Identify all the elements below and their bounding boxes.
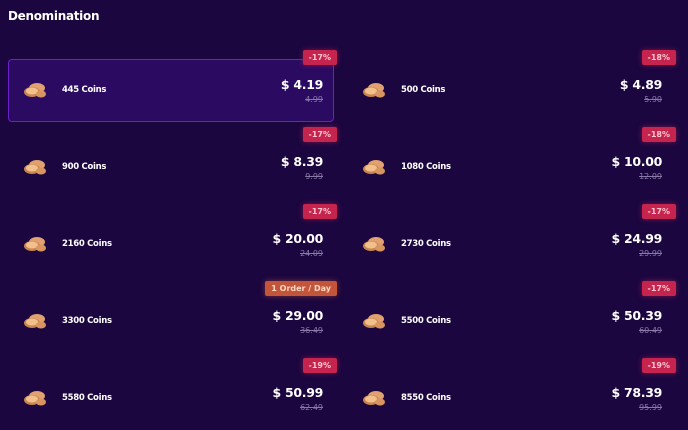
denomination-option[interactable]: 500 Coins $ 4.89 5.90 -18%: [347, 50, 676, 122]
option-name: 500 Coins: [401, 85, 446, 95]
discount-badge: -17%: [302, 50, 337, 65]
original-price: 5.90: [644, 95, 662, 104]
option-name: 1080 Coins: [401, 162, 451, 172]
option-price: $ 24.99: [611, 231, 663, 246]
original-price: 9.99: [305, 172, 323, 181]
original-price: 95.99: [639, 403, 662, 412]
discount-badge: -19%: [302, 358, 337, 373]
coins-icon: [24, 391, 46, 406]
discount-badge: -19%: [641, 358, 676, 373]
original-price: 29.99: [639, 249, 662, 258]
option-name: 3300 Coins: [62, 316, 112, 326]
option-name: 900 Coins: [62, 162, 107, 172]
coins-icon: [363, 160, 385, 175]
option-price: $ 50.99: [272, 385, 324, 400]
coins-icon: [363, 391, 385, 406]
original-price: 24.09: [300, 249, 323, 258]
coins-icon: [24, 237, 46, 252]
denomination-option[interactable]: 3300 Coins $ 29.00 36.49 1 Order / Day: [8, 281, 337, 353]
discount-badge: -18%: [641, 50, 676, 65]
original-price: 62.49: [300, 403, 323, 412]
coins-icon: [363, 83, 385, 98]
discount-badge: -17%: [641, 204, 676, 219]
option-name: 8550 Coins: [401, 393, 451, 403]
original-price: 36.49: [300, 326, 323, 335]
option-price: $ 20.00: [272, 231, 324, 246]
coins-icon: [363, 237, 385, 252]
coins-icon: [24, 160, 46, 175]
coins-icon: [24, 83, 46, 98]
section-title: Denomination: [8, 9, 100, 23]
option-price: $ 8.39: [280, 154, 323, 169]
denomination-option[interactable]: 8550 Coins $ 78.39 95.99 -19%: [347, 358, 676, 430]
denomination-option[interactable]: 900 Coins $ 8.39 9.99 -17%: [8, 127, 337, 199]
option-name: 5580 Coins: [62, 393, 112, 403]
option-name: 2160 Coins: [62, 239, 112, 249]
discount-badge: -17%: [302, 127, 337, 142]
discount-badge: -17%: [302, 204, 337, 219]
option-price: $ 10.00: [611, 154, 663, 169]
option-price: $ 50.39: [611, 308, 663, 323]
denomination-option[interactable]: 5580 Coins $ 50.99 62.49 -19%: [8, 358, 337, 430]
coins-icon: [363, 314, 385, 329]
option-price: $ 78.39: [611, 385, 663, 400]
option-name: 445 Coins: [62, 85, 107, 95]
option-price: $ 29.00: [272, 308, 324, 323]
option-name: 2730 Coins: [401, 239, 451, 249]
denomination-option[interactable]: 1080 Coins $ 10.00 12.09 -18%: [347, 127, 676, 199]
original-price: 12.09: [639, 172, 662, 181]
denomination-option[interactable]: 5500 Coins $ 50.39 60.49 -17%: [347, 281, 676, 353]
denomination-option[interactable]: 2730 Coins $ 24.99 29.99 -17%: [347, 204, 676, 276]
option-name: 5500 Coins: [401, 316, 451, 326]
original-price: 60.49: [639, 326, 662, 335]
denomination-option[interactable]: 2160 Coins $ 20.00 24.09 -17%: [8, 204, 337, 276]
discount-badge: -17%: [641, 281, 676, 296]
discount-badge: -18%: [641, 127, 676, 142]
discount-badge: 1 Order / Day: [265, 281, 337, 296]
coins-icon: [24, 314, 46, 329]
denomination-option[interactable]: 445 Coins $ 4.19 4.99 -17%: [8, 50, 337, 122]
original-price: 4.99: [305, 95, 323, 104]
option-price: $ 4.89: [619, 77, 662, 92]
option-price: $ 4.19: [280, 77, 323, 92]
